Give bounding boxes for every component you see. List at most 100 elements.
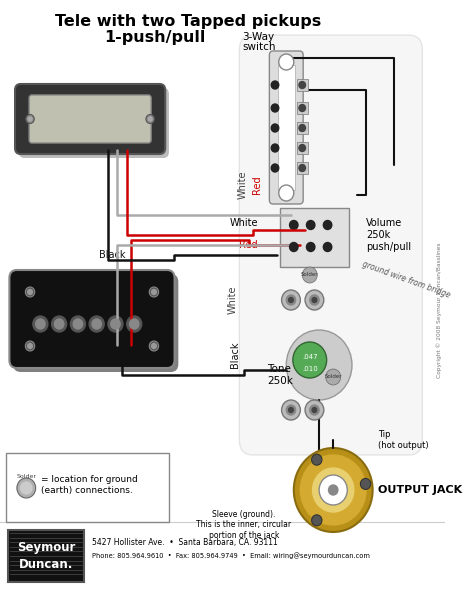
Circle shape xyxy=(127,316,142,332)
Circle shape xyxy=(89,316,104,332)
Text: Tele with two Tapped pickups: Tele with two Tapped pickups xyxy=(55,14,321,29)
Circle shape xyxy=(299,165,306,171)
Circle shape xyxy=(302,267,317,283)
Circle shape xyxy=(271,104,279,112)
Circle shape xyxy=(326,369,341,385)
Circle shape xyxy=(146,114,155,123)
Circle shape xyxy=(73,319,82,329)
Circle shape xyxy=(310,295,319,305)
Text: White: White xyxy=(228,286,238,314)
FancyBboxPatch shape xyxy=(29,95,151,143)
Circle shape xyxy=(328,485,338,495)
Circle shape xyxy=(152,343,156,349)
Circle shape xyxy=(152,289,156,295)
Circle shape xyxy=(108,316,123,332)
Bar xyxy=(297,102,308,114)
Circle shape xyxy=(36,319,45,329)
Text: Copyright © 2008 Seymour Duncan/Basslines: Copyright © 2008 Seymour Duncan/Bassline… xyxy=(437,242,442,378)
Text: Black: Black xyxy=(100,250,126,260)
Circle shape xyxy=(305,290,324,310)
Text: 3-Way: 3-Way xyxy=(242,32,274,42)
Bar xyxy=(278,65,295,190)
Circle shape xyxy=(299,81,306,89)
Circle shape xyxy=(279,185,294,201)
Circle shape xyxy=(301,455,366,525)
Text: Tip
(hot output): Tip (hot output) xyxy=(378,430,429,450)
Text: Solder: Solder xyxy=(325,374,342,380)
Bar xyxy=(297,142,308,154)
Circle shape xyxy=(299,144,306,152)
FancyBboxPatch shape xyxy=(9,270,174,368)
Circle shape xyxy=(279,54,294,70)
Circle shape xyxy=(312,468,354,512)
Circle shape xyxy=(271,81,279,89)
Circle shape xyxy=(271,144,279,152)
Text: Sleeve (ground).
This is the inner, circular
portion of the jack: Sleeve (ground). This is the inner, circ… xyxy=(197,510,292,540)
Text: ground wire from bridge: ground wire from bridge xyxy=(361,260,452,300)
Text: .010: .010 xyxy=(302,366,318,372)
Text: Solder: Solder xyxy=(301,273,319,277)
Circle shape xyxy=(149,287,159,297)
Circle shape xyxy=(286,295,296,305)
Circle shape xyxy=(71,316,85,332)
Circle shape xyxy=(299,104,306,111)
Circle shape xyxy=(129,319,139,329)
Circle shape xyxy=(307,243,315,252)
Circle shape xyxy=(282,400,301,420)
Circle shape xyxy=(52,316,67,332)
Text: White: White xyxy=(237,171,247,199)
Circle shape xyxy=(28,117,32,121)
Text: Red: Red xyxy=(239,240,258,250)
FancyBboxPatch shape xyxy=(15,84,165,154)
Bar xyxy=(297,162,308,174)
Text: .047: .047 xyxy=(302,354,318,360)
Circle shape xyxy=(286,330,352,400)
Circle shape xyxy=(310,405,319,415)
Text: Volume
250k
push/pull: Volume 250k push/pull xyxy=(366,219,411,252)
Circle shape xyxy=(111,319,120,329)
Text: Tone
250k: Tone 250k xyxy=(267,364,293,386)
Circle shape xyxy=(290,220,298,229)
Circle shape xyxy=(312,298,317,302)
Circle shape xyxy=(92,319,101,329)
Bar xyxy=(297,79,308,91)
Circle shape xyxy=(271,164,279,172)
Circle shape xyxy=(33,316,48,332)
Circle shape xyxy=(290,243,298,252)
Text: Solder: Solder xyxy=(16,473,36,479)
Circle shape xyxy=(289,298,293,302)
Circle shape xyxy=(319,475,347,505)
Circle shape xyxy=(21,482,32,494)
FancyBboxPatch shape xyxy=(269,51,303,204)
Text: Black: Black xyxy=(230,342,240,368)
Circle shape xyxy=(25,341,35,351)
Bar xyxy=(8,530,84,582)
Circle shape xyxy=(360,479,371,489)
Circle shape xyxy=(311,515,322,526)
Circle shape xyxy=(55,319,64,329)
FancyBboxPatch shape xyxy=(13,274,178,372)
Circle shape xyxy=(282,290,301,310)
Circle shape xyxy=(289,407,293,413)
Text: 5427 Hollister Ave.  •  Santa Barbara, CA. 93111: 5427 Hollister Ave. • Santa Barbara, CA.… xyxy=(92,537,278,546)
Circle shape xyxy=(27,289,32,295)
Circle shape xyxy=(17,478,36,498)
Circle shape xyxy=(148,117,152,121)
Circle shape xyxy=(27,343,32,349)
Circle shape xyxy=(323,243,332,252)
Text: switch: switch xyxy=(242,42,276,52)
Circle shape xyxy=(323,220,332,229)
FancyBboxPatch shape xyxy=(239,35,422,455)
FancyBboxPatch shape xyxy=(6,453,169,522)
Circle shape xyxy=(26,114,34,123)
Circle shape xyxy=(271,124,279,132)
Text: Phone: 805.964.9610  •  Fax: 805.964.9749  •  Email: wiring@seymourduncan.com: Phone: 805.964.9610 • Fax: 805.964.9749 … xyxy=(92,553,370,559)
Circle shape xyxy=(286,405,296,415)
Circle shape xyxy=(312,407,317,413)
Circle shape xyxy=(149,341,159,351)
Circle shape xyxy=(299,125,306,132)
Bar xyxy=(297,122,308,134)
Text: 1-push/pull: 1-push/pull xyxy=(104,30,206,45)
Circle shape xyxy=(25,287,35,297)
Circle shape xyxy=(305,400,324,420)
